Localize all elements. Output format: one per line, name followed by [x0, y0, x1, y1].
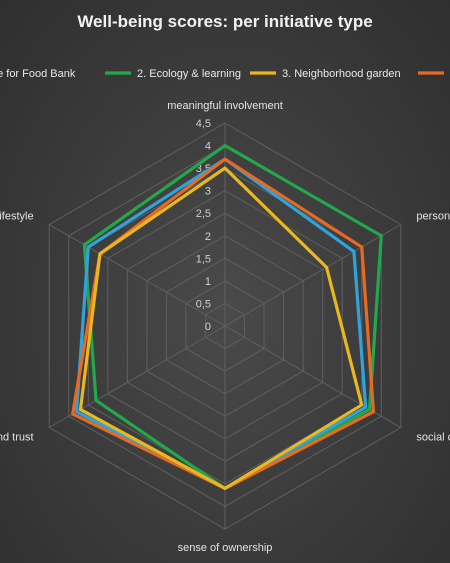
- axis-label: safety and trust: [0, 432, 34, 444]
- tick-label: 1,5: [196, 253, 211, 265]
- axis-spoke: [224, 325, 402, 428]
- radar-grid: [48, 122, 402, 530]
- axis-spoke: [48, 224, 226, 327]
- legend-label: 2. Ecology & learning: [137, 68, 241, 80]
- legend-label: 3. Neighborhood garden: [282, 68, 401, 80]
- axis-label: personal growth: [416, 210, 450, 222]
- axis-label: sense of ownership: [178, 542, 273, 554]
- axis-label: healthy lifestyle: [0, 210, 34, 222]
- series-line: [78, 166, 364, 490]
- axis-spoke: [48, 325, 226, 428]
- legend: 1. Produce for Food Bank 2. Ecology & lea…: [0, 68, 444, 80]
- tick-label: 3: [205, 186, 211, 198]
- axis-spoke: [224, 224, 402, 327]
- tick-label: 1: [205, 276, 211, 288]
- tick-label: 0: [205, 321, 211, 333]
- radial-tick-labels: 00,511,522,533,544,5: [196, 118, 211, 333]
- tick-label: 2: [205, 231, 211, 243]
- tick-label: 4,5: [196, 118, 211, 130]
- chart-title: Well-being scores: per initiative type: [77, 12, 372, 31]
- axis-labels: meaningful involvement personal growth soc…: [0, 100, 450, 554]
- tick-label: 2,5: [196, 208, 211, 220]
- axis-label: meaningful involvement: [167, 100, 283, 112]
- legend-label: 1. Produce for Food Bank: [0, 68, 76, 80]
- series-lines: [71, 143, 383, 490]
- tick-label: 4: [205, 141, 211, 153]
- series-line: [71, 157, 376, 490]
- tick-label: 0,5: [196, 298, 211, 310]
- axis-label: social contact: [416, 432, 450, 444]
